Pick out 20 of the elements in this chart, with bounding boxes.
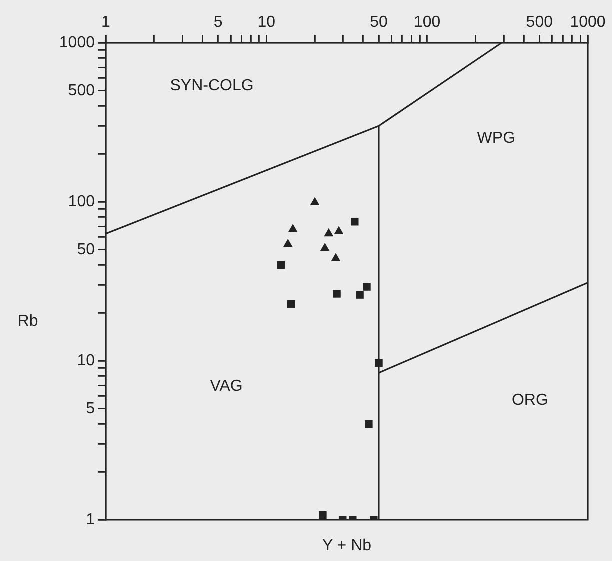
x-tick-label: 100 (414, 14, 441, 31)
y-tick-label: 100 (68, 193, 96, 210)
y-tick-label: 10 (77, 352, 96, 370)
y-tick-label: 5 (86, 400, 96, 418)
y-tick-label: 1 (86, 511, 96, 528)
x-axis-title: Y + Nb (322, 537, 372, 554)
annotation: WPG (477, 130, 516, 147)
x-tick-label: 5 (214, 14, 223, 31)
x-tick-label: 50 (370, 14, 388, 31)
annotation: ORG (512, 392, 548, 410)
x-tick-label: 10 (258, 14, 276, 31)
annotation: VAG (210, 378, 243, 395)
x-tick-label: 1 (102, 14, 111, 31)
y-tick-label: 1000 (59, 34, 96, 52)
x-tick-label: 500 (526, 14, 554, 31)
y-axis-title: Rb (18, 312, 38, 330)
y-tick-label: 500 (68, 82, 96, 100)
y-tick-label: 50 (77, 241, 96, 258)
x-tick-label: 1000 (570, 14, 606, 31)
annotation: SYN-COLG (170, 77, 254, 94)
